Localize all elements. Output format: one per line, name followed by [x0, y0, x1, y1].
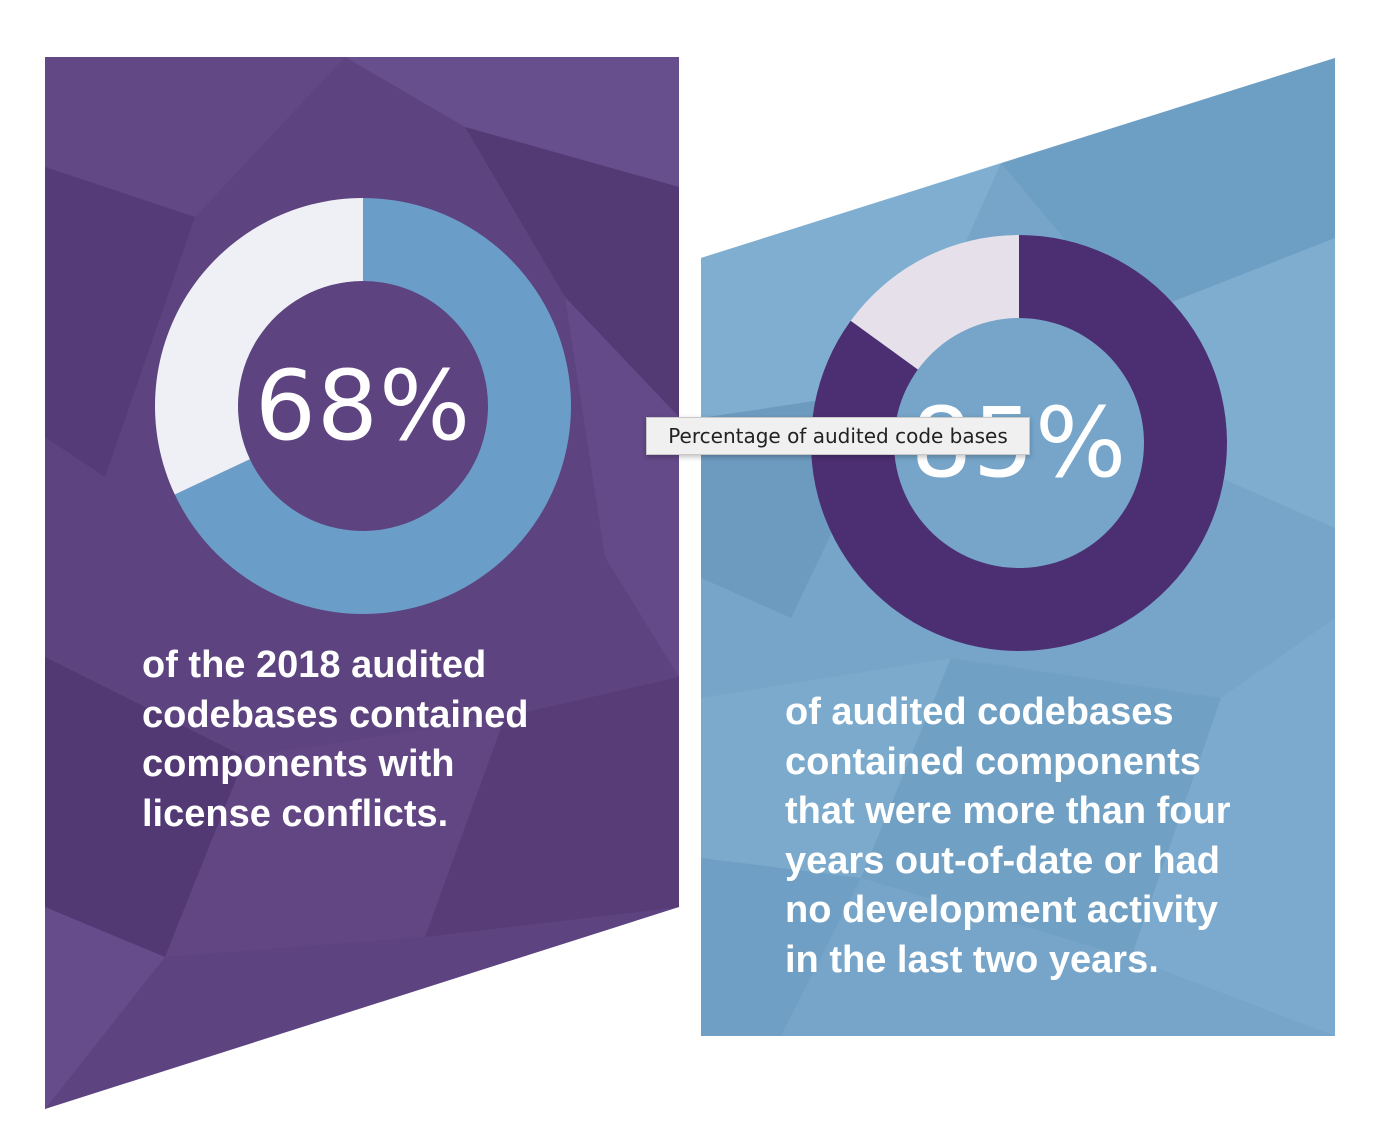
- blue-polygon-background: [701, 58, 1335, 1036]
- donut-slice-85: [811, 235, 1227, 651]
- stat-card-license-conflicts: 68% of the 2018 audited codebases contai…: [45, 57, 679, 1109]
- donut-svg: [811, 235, 1227, 651]
- donut-slice-15: [850, 235, 1019, 370]
- stat-caption: of audited codebases contained component…: [785, 691, 1231, 981]
- stat-card-outdated-components: 85% of audited codebases contained compo…: [701, 58, 1335, 1036]
- percentage-label: 68%: [254, 350, 472, 462]
- donut-chart-68: 68%: [153, 196, 573, 616]
- donut-svg: [154, 198, 572, 614]
- donut-slice-32: [154, 198, 363, 495]
- donut-slice-68: [174, 198, 572, 614]
- hover-tooltip: Percentage of audited code bases: [646, 417, 1030, 455]
- stat-caption: of the 2018 audited codebases contained …: [142, 644, 529, 835]
